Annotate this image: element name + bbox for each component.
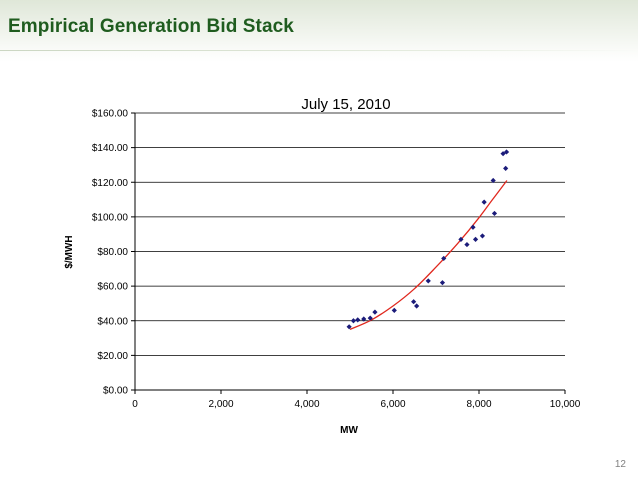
y-tick-label: $20.00 xyxy=(97,351,128,362)
y-tick-label: $100.00 xyxy=(92,212,129,223)
header-band xyxy=(0,0,638,62)
page-number: 12 xyxy=(614,459,626,470)
trendline xyxy=(349,180,508,330)
data-point xyxy=(472,236,479,242)
data-point xyxy=(441,255,447,262)
data-point xyxy=(500,151,506,157)
slide-title: Empirical Generation Bid Stack xyxy=(8,16,294,37)
data-point xyxy=(346,324,352,330)
y-tick-label: $0.00 xyxy=(103,386,128,397)
y-tick-label: $60.00 xyxy=(97,282,128,293)
data-point xyxy=(464,241,470,248)
data-point xyxy=(503,149,510,155)
data-point xyxy=(425,278,431,284)
y-tick-label: $80.00 xyxy=(97,247,128,258)
y-tick-label: $120.00 xyxy=(92,178,129,189)
y-tick-label: $160.00 xyxy=(92,109,129,120)
data-point xyxy=(411,299,417,305)
data-point xyxy=(479,233,486,239)
x-tick-label: 6,000 xyxy=(380,399,405,410)
data-point xyxy=(481,199,487,205)
header-divider xyxy=(0,50,638,51)
x-tick-label: 8,000 xyxy=(466,399,491,410)
data-point xyxy=(414,303,420,309)
data-point xyxy=(350,318,357,324)
x-tick-label: 2,000 xyxy=(208,399,233,410)
data-point xyxy=(503,165,509,171)
y-axis-label: $/MWH xyxy=(64,235,75,268)
data-point xyxy=(490,177,496,184)
data-point xyxy=(458,236,464,242)
x-tick-label: 4,000 xyxy=(294,399,319,410)
y-tick-label: $140.00 xyxy=(92,143,129,154)
data-point xyxy=(439,280,446,286)
data-point xyxy=(361,316,367,322)
data-point xyxy=(391,307,397,313)
data-point xyxy=(355,317,361,323)
data-point xyxy=(470,224,476,230)
y-tick-label: $40.00 xyxy=(97,316,128,327)
chart-title: July 15, 2010 xyxy=(301,96,390,113)
data-point xyxy=(367,315,373,321)
x-axis-label: MW xyxy=(340,425,358,436)
x-tick-label: 10,000 xyxy=(550,399,581,410)
data-point xyxy=(491,210,498,217)
data-point xyxy=(372,309,378,315)
x-tick-label: 0 xyxy=(132,399,138,410)
